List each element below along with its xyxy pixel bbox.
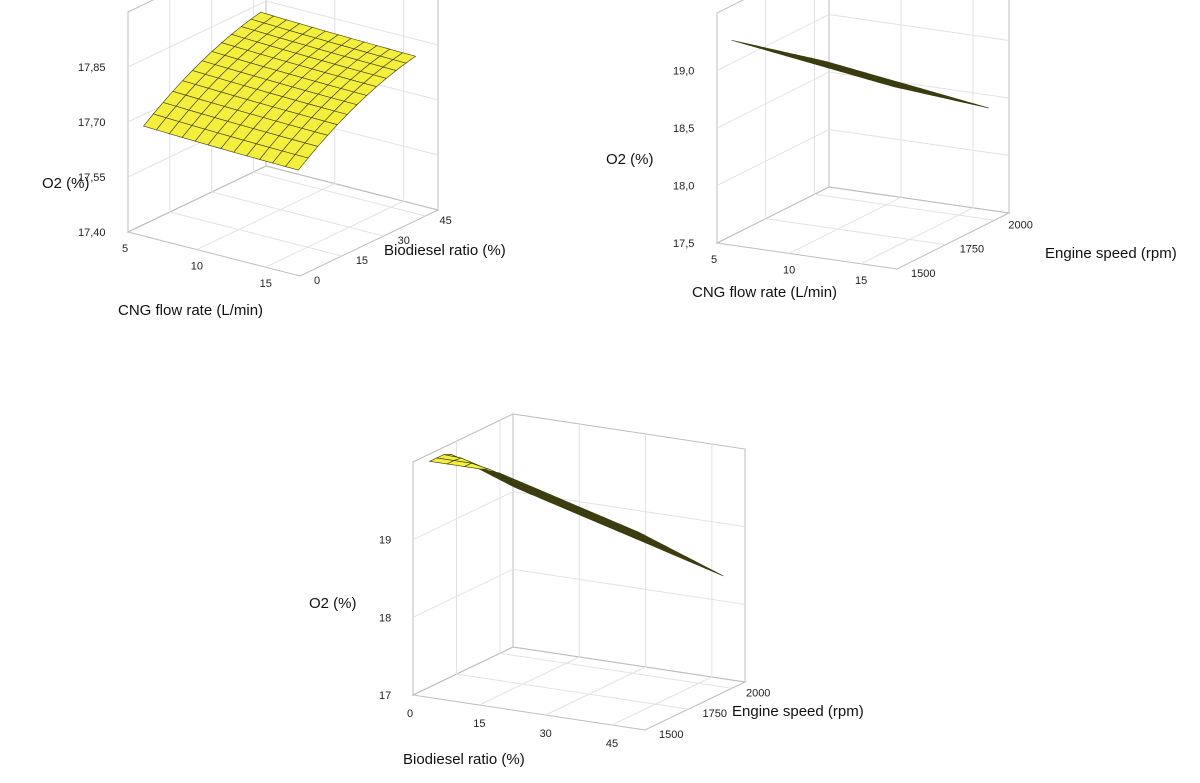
chart-2-surface: [731, 39, 989, 109]
y-gridline: [455, 441, 689, 710]
x-gridline: [788, 0, 902, 254]
chart-3-ylabel: Engine speed (rpm): [732, 703, 864, 720]
chart-3-zlabel: O2 (%): [309, 595, 357, 612]
z-gridline: [716, 128, 1010, 186]
chart-2-zlabel: O2 (%): [606, 151, 654, 168]
x-tick-label: 30: [540, 728, 552, 740]
z-gridline: [716, 13, 1010, 71]
side-wall: [412, 413, 514, 696]
z-tick-label: 17,85: [78, 62, 106, 74]
chart-3-surface: [428, 454, 724, 577]
y-gridline: [765, 0, 946, 246]
floor-plane: [126, 165, 440, 277]
back-wall: [512, 413, 746, 683]
z-tick-label: 17: [379, 690, 391, 702]
chart-o2-biodiesel-speed: 0 15 30 45 1500 1750 2000 17 18 19 O2 (%) Biodies…: [309, 413, 864, 768]
x-gridline: [479, 424, 580, 706]
chart-2-frame: [715, 0, 1011, 270]
x-gridline: [611, 444, 713, 726]
surface-cell: [880, 82, 902, 89]
x-tick-label: 15: [260, 278, 272, 290]
z-gridline: [412, 491, 746, 541]
z-tick-label: 19,0: [673, 66, 694, 78]
y-tick-label: 30: [398, 235, 410, 247]
z-gridline: [127, 0, 439, 68]
y-tick-label: 2000: [746, 687, 770, 699]
chart-1-surface: [142, 11, 417, 171]
chart-1-ylabel: Biodiesel ratio (%): [384, 242, 506, 259]
chart-3-ticks: 0 15 30 45 1500 1750 2000 17 18 19: [379, 535, 770, 750]
chart-3-xlabel: Biodiesel ratio (%): [403, 751, 525, 768]
z-tick-label: 18,0: [673, 181, 694, 193]
x-tick-label: 45: [606, 738, 618, 750]
z-tick-label: 18,5: [673, 123, 694, 135]
chart-o2-cng-speed: 5 10 15 1500 1750 2000 17,5 18,0 18,5 19,0 O2 (%)…: [606, 0, 1177, 301]
z-tick-label: 17,5: [673, 238, 694, 250]
y-tick-label: 15: [356, 255, 368, 267]
x-tick-label: 5: [122, 243, 128, 255]
surface-cell: [284, 154, 309, 171]
x-tick-label: 15: [855, 275, 867, 287]
x-tick-label: 15: [473, 718, 485, 730]
z-tick-label: 18: [379, 612, 391, 624]
y-tick-label: 1750: [960, 244, 984, 256]
y-tick-label: 0: [314, 275, 320, 287]
x-tick-label: 0: [407, 708, 413, 720]
chart-1-ticks: 5 10 15 0 15 30 45 17,40 17,55 17,70 17,85: [78, 62, 452, 290]
chart-2-xlabel: CNG flow rate (L/min): [692, 284, 837, 301]
side-wall: [127, 0, 267, 233]
z-gridline: [412, 568, 746, 618]
x-gridline: [860, 0, 974, 265]
z-tick-label: 19: [379, 535, 391, 547]
chart-2-ticks: 5 10 15 1500 1750 2000 17,5 18,0 18,5 19,0: [673, 66, 1033, 287]
chart-3-frame: [411, 413, 747, 731]
y-tick-label: 45: [439, 215, 451, 227]
y-tick-label: 2000: [1008, 219, 1032, 231]
z-tick-label: 17,70: [78, 117, 106, 129]
y-gridline: [499, 420, 733, 689]
y-tick-label: 1500: [659, 729, 683, 741]
z-gridline: [716, 71, 1010, 129]
x-tick-label: 5: [711, 254, 717, 266]
floor-plane: [715, 186, 1011, 270]
x-gridline: [545, 434, 647, 716]
y-gridline: [813, 0, 995, 221]
chart-1-zlabel: O2 (%): [42, 175, 90, 192]
y-gridline: [169, 0, 342, 257]
side-wall: [716, 0, 830, 244]
x-tick-label: 10: [191, 261, 203, 273]
x-tick-label: 10: [783, 264, 795, 276]
y-tick-label: 1750: [702, 708, 726, 720]
z-tick-label: 17,55: [78, 172, 106, 184]
y-gridline: [211, 0, 384, 237]
chart-2-ylabel: Engine speed (rpm): [1045, 245, 1177, 262]
chart-1-xlabel: CNG flow rate (L/min): [118, 302, 263, 319]
floor-plane: [411, 646, 747, 731]
surface-cell: [620, 524, 646, 536]
y-tick-label: 1500: [911, 268, 935, 280]
z-tick-label: 17,40: [78, 227, 106, 239]
